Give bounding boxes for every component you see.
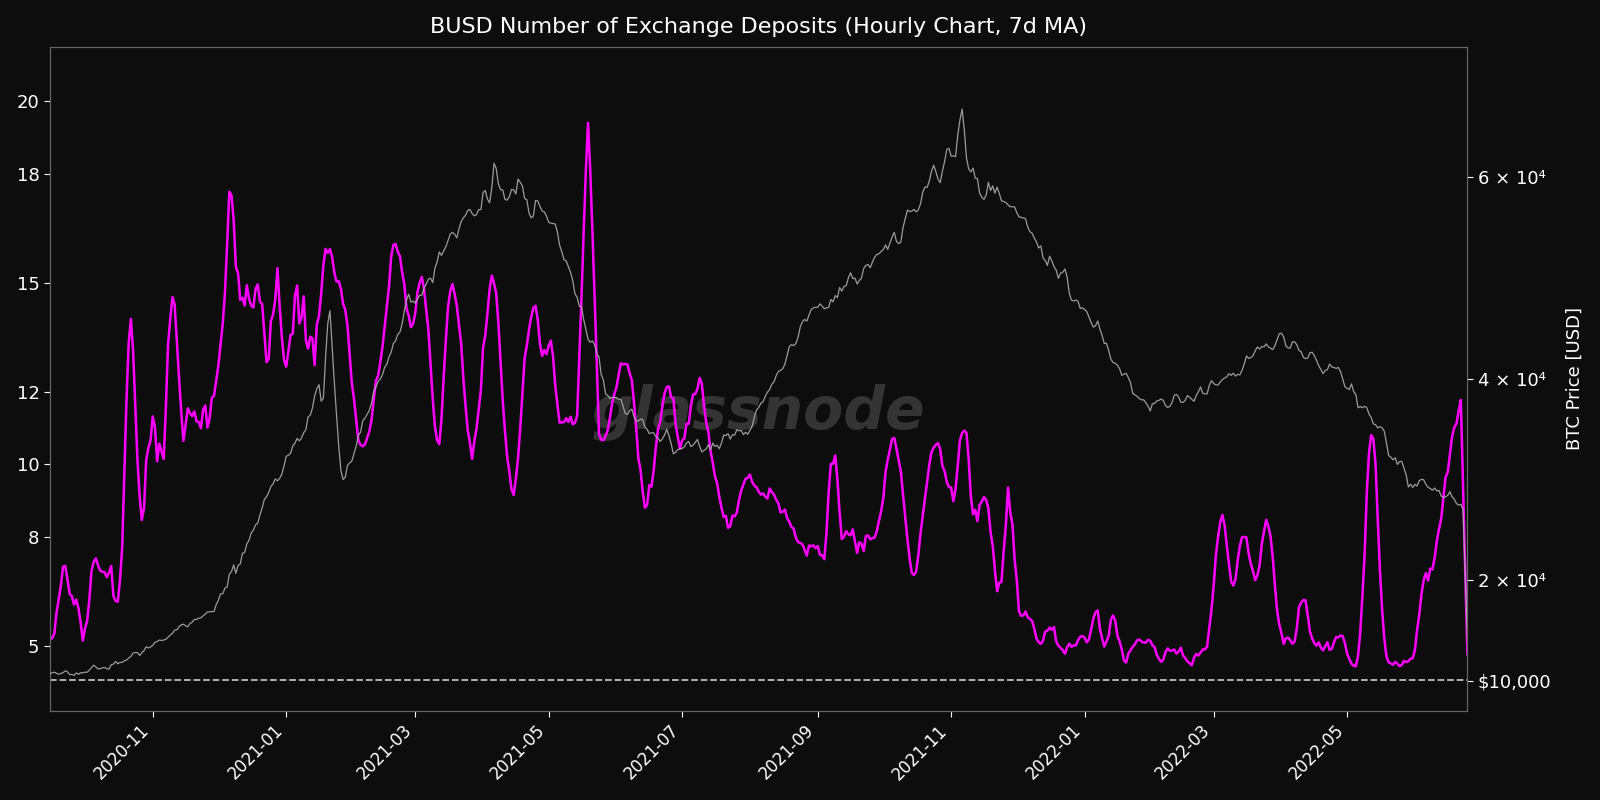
Y-axis label: BTC Price [USD]: BTC Price [USD] — [1565, 307, 1584, 450]
Text: glassnode: glassnode — [592, 383, 925, 441]
Title: BUSD Number of Exchange Deposits (Hourly Chart, 7d MA): BUSD Number of Exchange Deposits (Hourly… — [430, 17, 1086, 37]
